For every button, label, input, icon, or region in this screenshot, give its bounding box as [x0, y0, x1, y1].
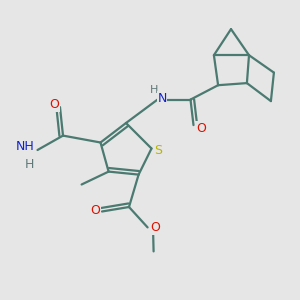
Text: O: O — [196, 122, 206, 135]
Text: O: O — [50, 98, 59, 111]
Text: H: H — [24, 158, 34, 171]
Text: S: S — [154, 144, 162, 158]
Text: O: O — [150, 221, 160, 234]
Text: NH: NH — [16, 140, 34, 153]
Text: H: H — [150, 85, 158, 95]
Text: N: N — [157, 92, 167, 105]
Text: O: O — [91, 203, 100, 217]
